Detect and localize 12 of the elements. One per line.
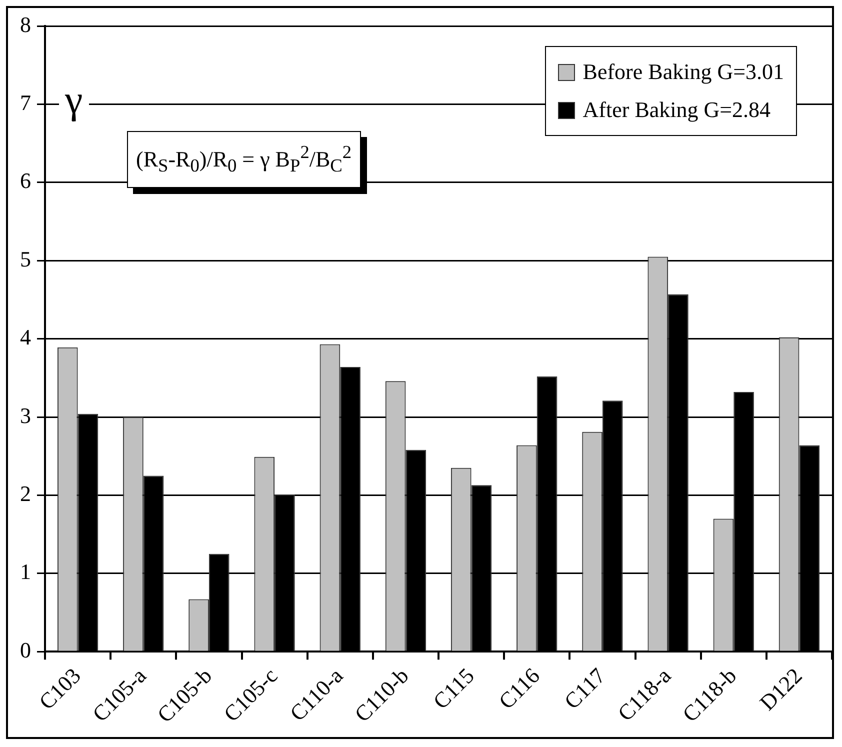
y-tick-label: 0 [20, 637, 31, 662]
y-tick-label: 6 [20, 168, 31, 194]
y-tick-label: 5 [20, 246, 31, 272]
legend-label: Before Baking G=3.01 [582, 59, 784, 85]
y-tick-label: 8 [20, 12, 31, 37]
y-tick-label: 3 [20, 402, 31, 428]
y-axis-title: γ [59, 77, 89, 122]
y-tick-label: 1 [20, 559, 31, 584]
y-tick-label: 4 [20, 324, 31, 350]
legend-label: After Baking G=2.84 [582, 97, 771, 123]
y-tick-label: 2 [20, 481, 31, 506]
y-tick-label: 7 [20, 90, 31, 115]
